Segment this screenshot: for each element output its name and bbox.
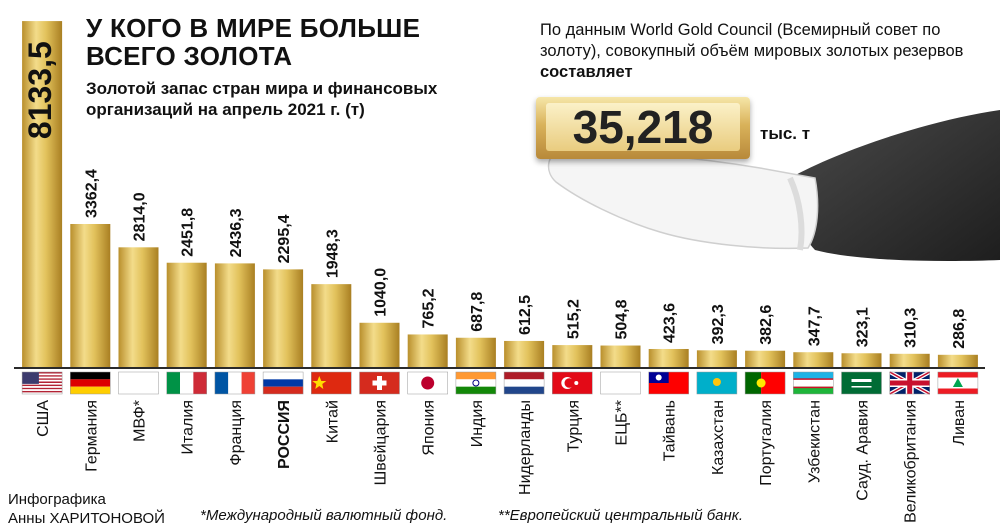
- value-label-6: 1948,3: [324, 229, 341, 278]
- us-flag-icon: [21, 371, 63, 395]
- japan-flag-icon: [407, 371, 448, 395]
- category-label-18: Великобритания: [903, 400, 920, 523]
- gold-bar-total: 35,218: [536, 97, 750, 159]
- value-label-2: 2814,0: [132, 192, 149, 241]
- category-label-2: МВФ*: [132, 400, 149, 442]
- value-label-13: 423,6: [662, 303, 679, 343]
- category-label-9: Индия: [469, 400, 486, 447]
- italy-flag-icon: [166, 371, 207, 395]
- china-flag-icon: [311, 371, 352, 395]
- lebanon-flag-icon: [937, 371, 979, 395]
- category-label-1: Германия: [83, 400, 100, 472]
- total-value: 35,218: [546, 101, 740, 153]
- category-label-7: Швейцария: [373, 400, 390, 485]
- imf-logo-icon: [118, 371, 159, 395]
- bar-16: [793, 352, 834, 367]
- bar-1: [70, 223, 111, 367]
- info-text: По данным World Gold Council (Всемирный …: [540, 20, 990, 83]
- infographic-credit: Инфографика Анны ХАРИТОНОВОЙ: [8, 490, 165, 528]
- india-flag-icon: [455, 371, 497, 395]
- category-label-15: Португалия: [758, 400, 775, 486]
- hand-illustration: [547, 110, 1000, 261]
- uk-flag-icon: [888, 370, 931, 396]
- taiwan-flag-icon: [648, 371, 689, 395]
- bar-17: [841, 353, 882, 367]
- category-label-14: Казахстан: [710, 400, 727, 475]
- category-label-10: Нидерланды: [517, 400, 534, 495]
- page-title: У КОГО В МИРЕ БОЛЬШЕ ВСЕГО ЗОЛОТА: [86, 13, 421, 71]
- bar-13: [648, 348, 689, 367]
- category-label-12: ЕЦБ**: [614, 400, 631, 445]
- uzbekistan-flag-icon: [793, 371, 834, 395]
- bar-6: [311, 284, 352, 367]
- value-label-11: 515,2: [565, 299, 582, 339]
- saudi-arabia-flag-icon: [841, 371, 882, 395]
- value-label-3: 2451,8: [180, 208, 197, 257]
- total-unit: тыс. т: [760, 124, 811, 143]
- value-label-5: 2295,4: [276, 214, 293, 263]
- bar-0: [22, 21, 63, 367]
- footnote-ecb: **Европейский центральный банк.: [498, 507, 744, 524]
- value-label-17: 323,1: [855, 307, 872, 347]
- category-label-6: Китай: [324, 400, 341, 443]
- bar-18: [889, 353, 930, 367]
- category-label-13: Тайвань: [662, 400, 679, 461]
- category-label-19: Ливан: [951, 400, 968, 446]
- category-label-4: Франция: [228, 400, 245, 466]
- bar-12: [600, 345, 641, 367]
- category-label-17: Сауд. Аравия: [855, 400, 872, 501]
- value-label-19: 286,8: [951, 309, 968, 349]
- credit-line1: Инфографика: [8, 491, 106, 508]
- eu-flag-icon: [600, 371, 641, 395]
- bar-9: [455, 337, 496, 367]
- bar-3: [166, 262, 207, 367]
- value-label-12: 504,8: [614, 299, 631, 339]
- value-label-0: 8133,5: [22, 41, 58, 139]
- germany-flag-icon: [70, 371, 111, 395]
- russia-flag-icon: [262, 371, 304, 395]
- bar-14: [696, 350, 737, 367]
- bar-15: [745, 350, 786, 367]
- value-label-14: 392,3: [710, 304, 727, 344]
- value-label-1: 3362,4: [83, 169, 100, 218]
- value-label-9: 687,8: [469, 292, 486, 332]
- bar-2: [118, 247, 159, 367]
- value-label-7: 1040,0: [373, 268, 390, 317]
- kazakhstan-flag-icon: [696, 371, 738, 395]
- category-label-5: РОССИЯ: [276, 400, 293, 469]
- bar-7: [359, 322, 400, 367]
- value-label-18: 310,3: [903, 308, 920, 348]
- bar-19: [937, 354, 978, 367]
- value-label-10: 612,5: [517, 295, 534, 335]
- netherlands-flag-icon: [503, 371, 545, 395]
- value-label-16: 347,7: [806, 306, 823, 346]
- footnote-imf: *Международный валютный фонд.: [200, 507, 448, 524]
- bar-4: [214, 263, 255, 367]
- france-flag-icon: [214, 371, 256, 395]
- bar-5: [263, 269, 304, 367]
- page-subtitle: Золотой запас стран мира и финансовых ор…: [86, 79, 438, 119]
- info-text-main: По данным World Gold Council (Всемирный …: [540, 21, 964, 60]
- bar-8: [407, 334, 448, 367]
- switzerland-flag-icon: [359, 371, 400, 395]
- category-label-0: США: [35, 400, 52, 437]
- credit-line2: Анны ХАРИТОНОВОЙ: [8, 510, 165, 527]
- portugal-flag-icon: [744, 371, 786, 395]
- value-label-4: 2436,3: [228, 208, 245, 257]
- category-label-11: Турция: [565, 400, 582, 452]
- info-text-bold: составляет: [540, 63, 633, 81]
- category-label-8: Япония: [421, 400, 438, 456]
- value-label-8: 765,2: [421, 288, 438, 328]
- turkey-flag-icon: [552, 371, 593, 395]
- category-label-3: Италия: [180, 400, 197, 454]
- bar-11: [552, 345, 593, 367]
- category-label-16: Узбекистан: [806, 400, 823, 483]
- value-label-15: 382,6: [758, 305, 775, 345]
- bar-10: [504, 340, 545, 367]
